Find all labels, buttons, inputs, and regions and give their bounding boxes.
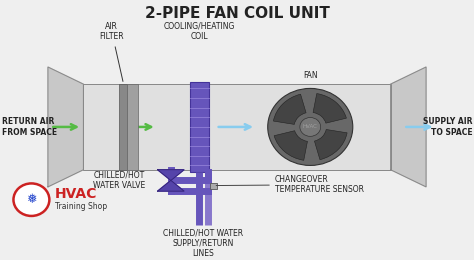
Circle shape xyxy=(268,88,353,165)
Text: COOLING/HEATING
COIL: COOLING/HEATING COIL xyxy=(164,22,235,41)
Text: FAN: FAN xyxy=(303,71,318,80)
Polygon shape xyxy=(157,170,184,180)
Polygon shape xyxy=(391,67,426,187)
Text: SUPPLY AIR
TO SPACE: SUPPLY AIR TO SPACE xyxy=(423,117,473,137)
Text: CHILLED/HOT WATER
SUPPLY/RETURN
LINES: CHILLED/HOT WATER SUPPLY/RETURN LINES xyxy=(164,228,244,258)
Bar xyxy=(128,84,138,170)
Bar xyxy=(119,84,128,170)
Bar xyxy=(83,84,391,170)
Text: RETURN AIR
FROM SPACE: RETURN AIR FROM SPACE xyxy=(1,117,57,137)
Wedge shape xyxy=(274,131,308,160)
Text: ❅: ❅ xyxy=(26,193,36,206)
Polygon shape xyxy=(48,67,83,187)
Text: HVAC: HVAC xyxy=(55,187,98,201)
Text: HVAC: HVAC xyxy=(303,125,318,129)
Polygon shape xyxy=(157,180,184,191)
Text: AIR
FILTER: AIR FILTER xyxy=(100,22,124,81)
Text: 2-PIPE FAN COIL UNIT: 2-PIPE FAN COIL UNIT xyxy=(145,6,329,21)
Circle shape xyxy=(300,118,320,136)
Wedge shape xyxy=(313,94,346,123)
Bar xyxy=(190,82,209,172)
Wedge shape xyxy=(273,94,306,124)
Bar xyxy=(210,183,217,189)
Text: CHILLED/HOT
WATER VALVE: CHILLED/HOT WATER VALVE xyxy=(92,171,145,190)
Text: Training Shop: Training Shop xyxy=(55,202,107,211)
Circle shape xyxy=(13,183,49,216)
Text: CHANGEOVER
TEMPERATURE SENSOR: CHANGEOVER TEMPERATURE SENSOR xyxy=(216,175,364,194)
Wedge shape xyxy=(314,129,347,160)
